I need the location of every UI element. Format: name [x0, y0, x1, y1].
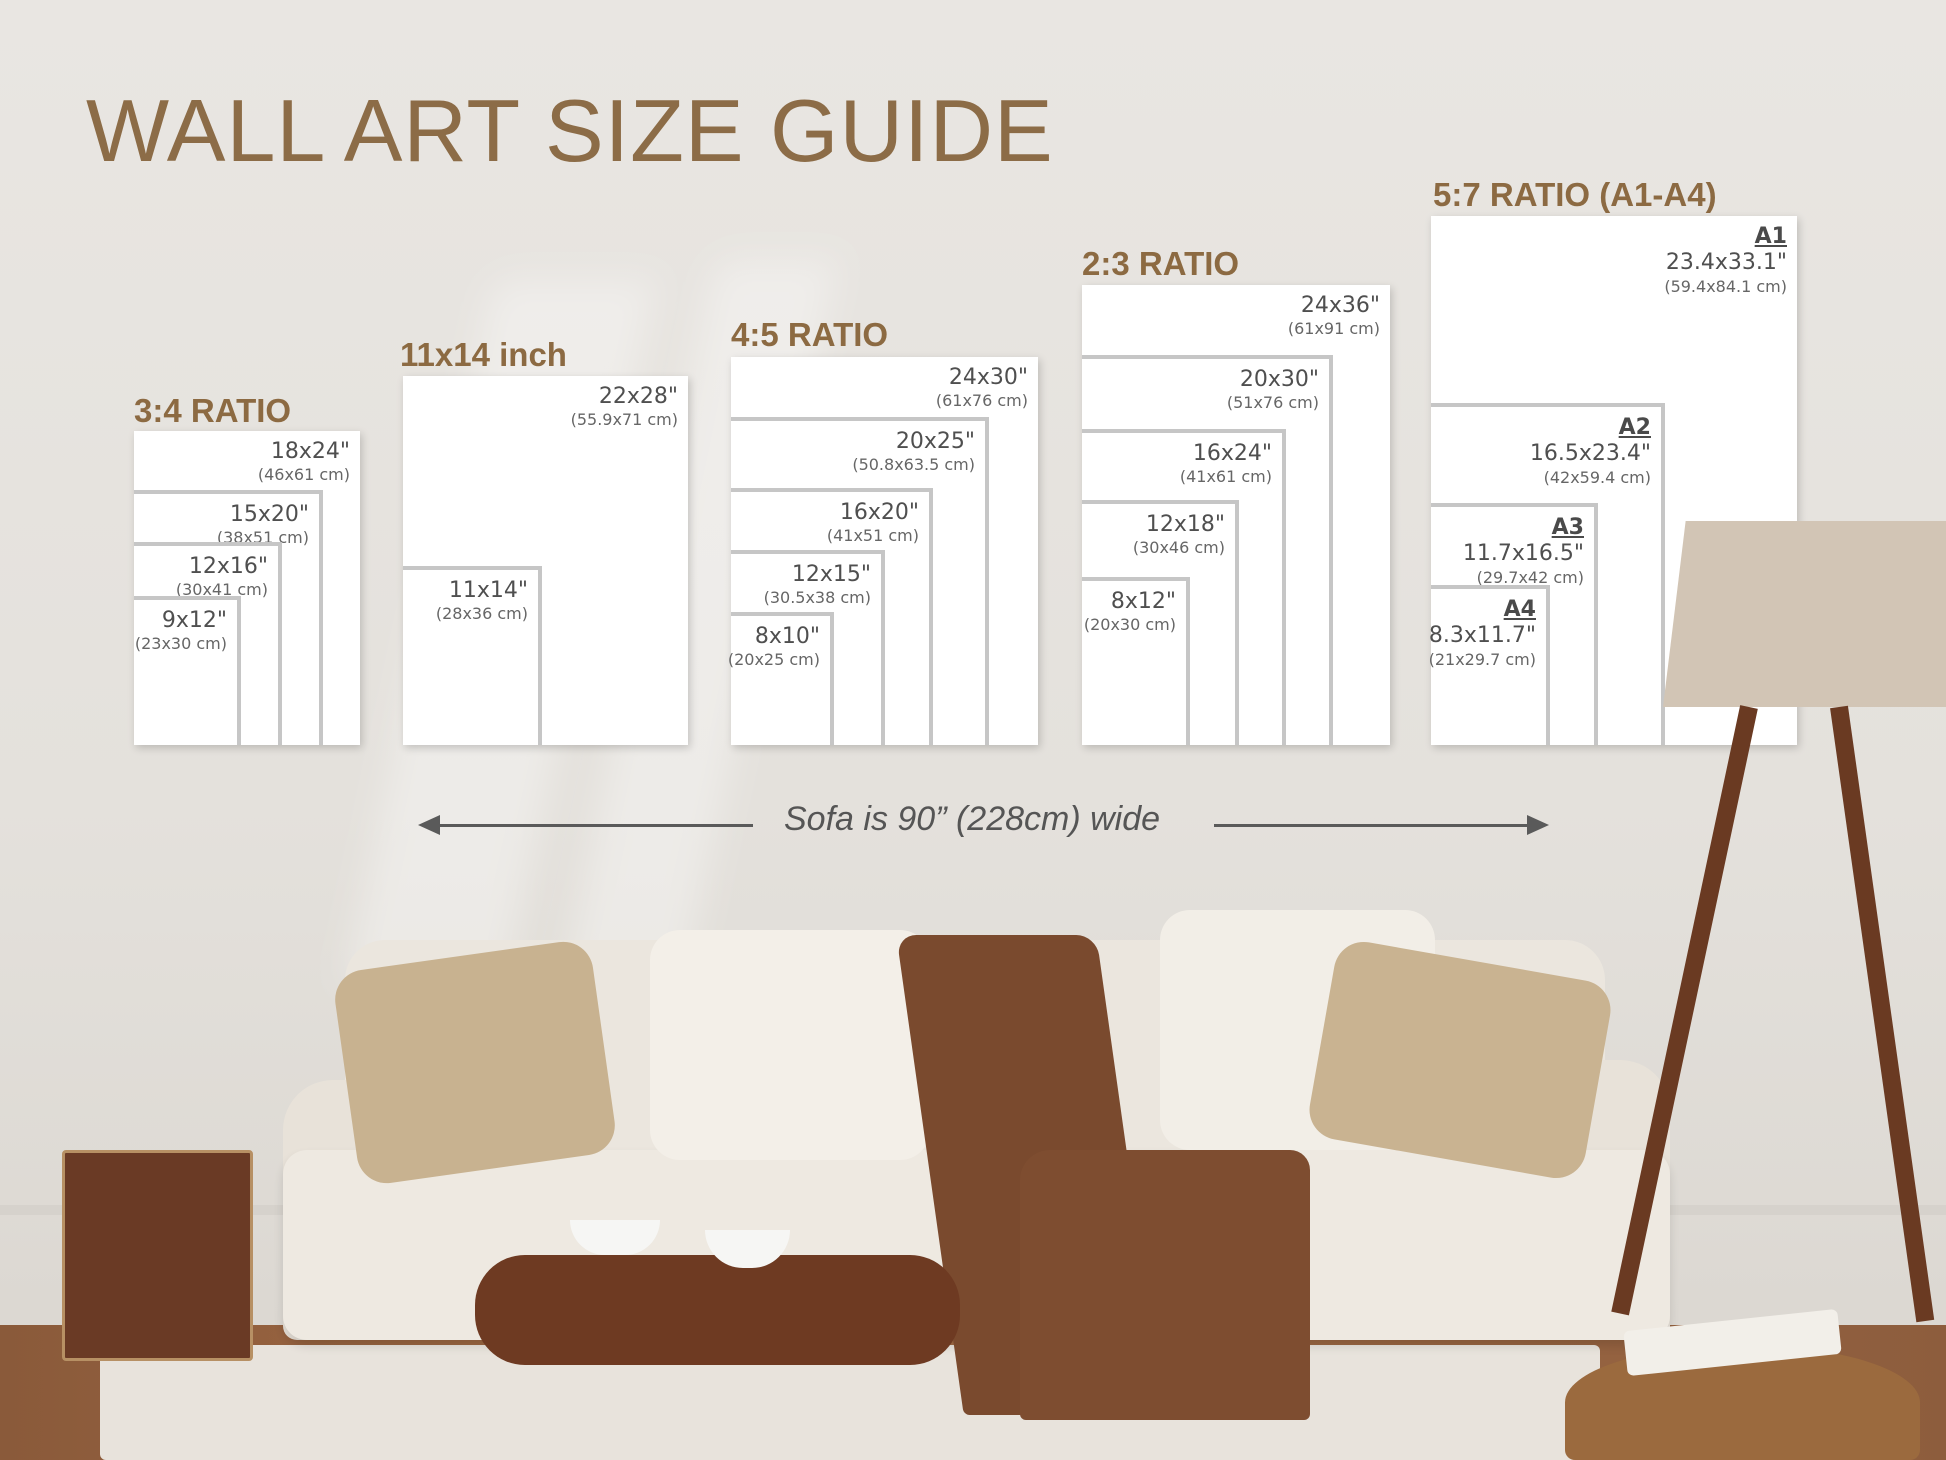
paper-size-name: A1 [1754, 224, 1787, 249]
lamp-leg [1611, 705, 1758, 1316]
size-inches: 12x18" [1145, 512, 1225, 537]
size-rect: 11x14" (28x36 cm) [403, 566, 542, 745]
size-frame: 22x28" (55.9x71 cm) 11x14" (28x36 cm) [403, 376, 688, 745]
magazine-rack [62, 1150, 253, 1361]
size-cm: (20x25 cm) [727, 650, 820, 670]
size-inches: 8x12" [1110, 589, 1176, 614]
size-inches: 11x14" [448, 578, 528, 603]
size-inches: 11.7x16.5" [1462, 541, 1584, 567]
size-text: 20x25" (50.8x63.5 cm) [852, 429, 975, 475]
size-frame: 18x24" (46x61 cm) 15x20" (38x51 cm) 12x16" (3… [134, 431, 360, 745]
size-rect: A4 8.3x11.7" (21x29.7 cm) [1429, 585, 1550, 745]
size-text: 18x24" (46x61 cm) [258, 439, 350, 485]
size-cm: (30x41 cm) [175, 580, 268, 600]
size-rect: 18x24" (46x61 cm) [134, 431, 360, 745]
paper-size-name: A2 [1618, 415, 1651, 440]
group-label: 5:7 RATIO (A1-A4) [1433, 176, 1717, 213]
size-cm: (46x61 cm) [257, 465, 350, 485]
group-label: 11x14 inch [400, 336, 567, 373]
size-text: 9x12" (23x30 cm) [135, 608, 227, 654]
size-inches: 12x15" [791, 562, 871, 587]
paper-size-name: A3 [1551, 515, 1584, 540]
size-rect: 9x12" (23x30 cm) [134, 596, 241, 745]
size-cm: (28x36 cm) [435, 604, 528, 624]
size-rect: 8x12" (20x30 cm) [1082, 577, 1190, 745]
size-text: 15x20" (38x51 cm) [217, 502, 309, 548]
size-text: 8x12" (20x30 cm) [1084, 589, 1176, 635]
size-text: 20x30" (51x76 cm) [1227, 367, 1319, 413]
paper-size-name: A4 [1503, 597, 1536, 622]
group-label: 2:3 RATIO [1082, 245, 1240, 282]
size-inches: 8.3x11.7" [1428, 623, 1536, 649]
arrow-right-icon [1527, 815, 1549, 835]
size-cm: (61x91 cm) [1287, 319, 1380, 339]
size-text: 16x20" (41x51 cm) [827, 500, 919, 546]
size-text: A1 23.4x33.1" (59.4x84.1 cm) [1664, 224, 1787, 296]
group-label: 3:4 RATIO [134, 392, 292, 429]
arrow-left-icon [418, 815, 440, 835]
size-inches: 20x30" [1239, 367, 1319, 392]
size-frame: 24x36" (61x91 cm) 20x30" (51x76 cm) 16x24" (4… [1082, 285, 1390, 745]
size-inches: 12x16" [188, 554, 268, 579]
size-cm: (41x51 cm) [826, 526, 919, 546]
size-inches: 20x25" [895, 429, 975, 454]
coffee-table [475, 1255, 960, 1365]
size-cm: (30.5x38 cm) [763, 588, 871, 608]
size-rect: 24x36" (61x91 cm) [1082, 285, 1390, 745]
throw-blanket [1020, 1150, 1310, 1420]
size-cm: (50.8x63.5 cm) [852, 455, 975, 475]
size-cm: (29.7x42 cm) [1476, 567, 1584, 587]
size-text: A2 16.5x23.4" (42x59.4 cm) [1530, 415, 1651, 487]
size-text: 8x10" (20x25 cm) [728, 624, 820, 670]
size-text: 24x30" (61x76 cm) [936, 365, 1028, 411]
size-cm: (30x46 cm) [1132, 538, 1225, 558]
lamp-shade [1663, 521, 1946, 707]
size-inches: 16x20" [839, 500, 919, 525]
size-cm: (42x59.4 cm) [1543, 467, 1651, 487]
left-arrow-line [430, 824, 753, 827]
size-text: 11x14" (28x36 cm) [436, 578, 528, 624]
sofa-width-note: Sofa is 90” (228cm) wide [784, 800, 1161, 838]
page-title: WALL ART SIZE GUIDE [86, 81, 1054, 180]
size-inches: 15x20" [229, 502, 309, 527]
size-rect: 22x28" (55.9x71 cm) [403, 376, 688, 745]
size-cm: (41x61 cm) [1179, 467, 1272, 487]
size-inches: 8x10" [754, 624, 820, 649]
wicker-pouf [1565, 1345, 1920, 1460]
cushion [650, 930, 930, 1160]
size-cm: (20x30 cm) [1083, 615, 1176, 635]
size-inches: 23.4x33.1" [1665, 250, 1787, 276]
size-text: 12x16" (30x41 cm) [176, 554, 268, 600]
size-frame: 24x30" (61x76 cm) 20x25" (50.8x63.5 cm) 16x2… [728, 357, 1038, 745]
size-rect: 24x30" (61x76 cm) [731, 357, 1038, 745]
size-inches: 9x12" [161, 608, 227, 633]
size-cm: (59.4x84.1 cm) [1664, 276, 1787, 296]
size-inches: 16.5x23.4" [1529, 441, 1651, 467]
size-text: 12x18" (30x46 cm) [1133, 512, 1225, 558]
size-inches: 24x30" [948, 365, 1028, 390]
size-rect: 8x10" (20x25 cm) [728, 612, 834, 745]
size-inches: 18x24" [270, 439, 350, 464]
size-text: A3 11.7x16.5" (29.7x42 cm) [1463, 515, 1584, 587]
cushion [331, 937, 619, 1188]
size-cm: (51x76 cm) [1226, 393, 1319, 413]
right-arrow-line [1214, 824, 1537, 827]
size-inches: 24x36" [1300, 293, 1380, 318]
size-cm: (23x30 cm) [134, 634, 227, 654]
lamp-leg [1830, 705, 1935, 1323]
size-cm: (21x29.7 cm) [1428, 649, 1536, 669]
size-inches: 22x28" [598, 384, 678, 409]
size-text: 12x15" (30.5x38 cm) [764, 562, 871, 608]
size-cm: (55.9x71 cm) [570, 410, 678, 430]
size-rect: A1 23.4x33.1" (59.4x84.1 cm) [1431, 216, 1797, 745]
size-text: 22x28" (55.9x71 cm) [571, 384, 678, 430]
size-text: 16x24" (41x61 cm) [1180, 441, 1272, 487]
size-inches: 16x24" [1192, 441, 1272, 466]
size-cm: (61x76 cm) [935, 391, 1028, 411]
size-text: 24x36" (61x91 cm) [1288, 293, 1380, 339]
size-text: A4 8.3x11.7" (21x29.7 cm) [1429, 597, 1536, 669]
group-label: 4:5 RATIO [731, 316, 889, 353]
